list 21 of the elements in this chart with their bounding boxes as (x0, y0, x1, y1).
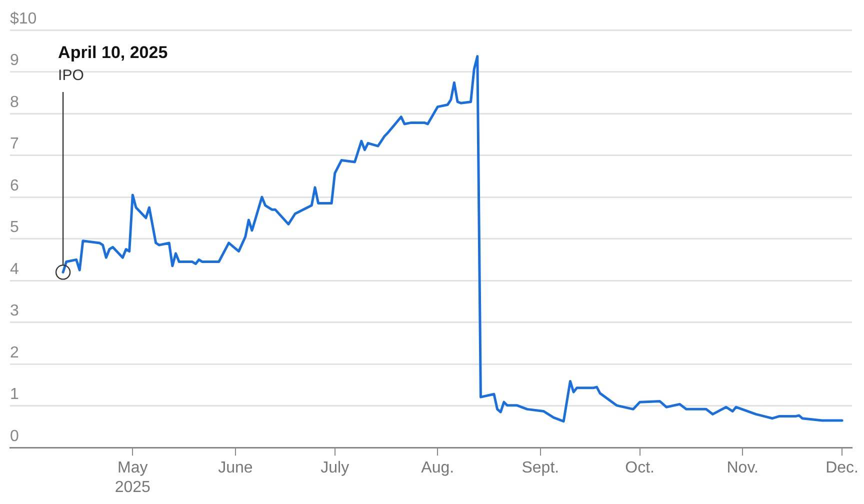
x-tick-label: July (320, 460, 350, 477)
annotation: April 10, 2025 (58, 43, 168, 62)
x-tick-label: Dec. (826, 460, 859, 477)
x-tick-label: June (218, 460, 253, 477)
x-tick-label: May 2025 (114, 460, 151, 496)
y-tick-label: 4 (10, 260, 19, 278)
y-tick-label: 1 (10, 386, 19, 404)
y-tick-label: 8 (10, 94, 19, 111)
y-tick-label: $10 (10, 10, 37, 28)
x-tick-label: Oct. (625, 460, 655, 477)
x-tick-label: Nov. (726, 460, 758, 477)
y-tick-label: 6 (10, 177, 19, 194)
y-tick-label: 0 (10, 428, 19, 446)
y-tick-label: 3 (10, 302, 19, 320)
y-tick-label: 5 (10, 219, 19, 236)
annotation: IPO (58, 67, 84, 84)
y-tick-label: 9 (10, 52, 19, 70)
y-tick-label: 7 (10, 136, 19, 153)
x-tick-label: Sept. (522, 460, 560, 477)
y-tick-label: 2 (10, 344, 19, 362)
x-tick-label: Aug. (421, 460, 454, 477)
